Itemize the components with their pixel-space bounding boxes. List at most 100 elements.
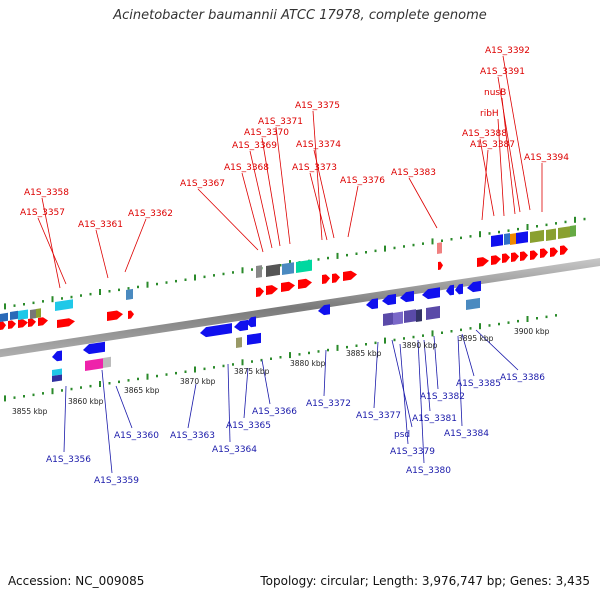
- tick-mark: [393, 338, 396, 342]
- gene-arrow: [491, 255, 501, 265]
- gene-label-bottom: A1S_3386: [500, 373, 545, 383]
- gene-label-top: A1S_3370: [244, 128, 289, 138]
- leader-line: [417, 339, 425, 464]
- tick-mark: [384, 245, 386, 252]
- gene-labels: 3855 kbp 3860 kbp 3865 kbp 3870 kbp 3875 kbp…: [12, 46, 569, 486]
- tick-mark: [336, 252, 339, 259]
- tick-mark: [194, 366, 196, 373]
- tick-mark: [23, 395, 25, 398]
- leader-line: [261, 359, 271, 405]
- tick-mark: [441, 331, 443, 334]
- tick-mark: [422, 334, 424, 337]
- kbp-label: 3900 kbp: [514, 327, 550, 336]
- leader-line: [323, 349, 327, 397]
- gene-box: [516, 231, 528, 244]
- gene-label-top: A1S_3375: [295, 101, 340, 111]
- gene-arrow: [57, 318, 75, 328]
- leader-line: [227, 363, 231, 443]
- tick-mark: [555, 314, 557, 317]
- kbp-label: 3890 kbp: [402, 341, 438, 350]
- tick-mark: [156, 282, 158, 286]
- tick-mark: [431, 330, 434, 337]
- tick-mark: [184, 370, 187, 373]
- gene-arrow: [318, 304, 330, 316]
- tick-mark: [536, 225, 538, 228]
- tick-mark: [403, 337, 405, 340]
- tick-mark: [279, 264, 282, 267]
- leader-line: [347, 185, 359, 238]
- gene-arrow: [298, 278, 312, 289]
- tick-mark: [479, 323, 481, 330]
- tick-mark: [127, 379, 130, 382]
- tick-mark: [460, 328, 462, 332]
- tick-mark: [80, 294, 82, 297]
- gene-box: [426, 305, 440, 320]
- gene-arrow: [18, 319, 28, 328]
- tick-mark: [317, 258, 320, 261]
- tick-mark: [222, 364, 225, 368]
- leader-line: [475, 329, 519, 371]
- gene-arrow: [550, 247, 558, 257]
- gene-label-top: A1S_3358: [24, 188, 69, 198]
- tick-mark: [146, 281, 149, 288]
- gene-box: [55, 299, 73, 311]
- gene-arrow: [382, 293, 396, 306]
- kbp-label: 3855 kbp: [12, 407, 48, 416]
- gene-label-bottom: A1S_3363: [170, 431, 215, 441]
- gene-box: [383, 312, 393, 326]
- tick-mark: [251, 360, 253, 363]
- gene-arrow: [52, 350, 62, 362]
- tick-mark: [23, 303, 25, 306]
- gene-arrow: [438, 261, 443, 270]
- gene-label-top: A1S_3362: [128, 209, 173, 219]
- tick-mark: [308, 351, 310, 355]
- tick-mark: [13, 304, 16, 307]
- leader-line: [481, 149, 489, 221]
- tick-mark: [346, 253, 348, 257]
- gene-arrow: [128, 310, 134, 319]
- tick-mark: [279, 356, 282, 359]
- leader-line: [313, 149, 335, 239]
- gene-box: [282, 262, 294, 275]
- leader-line: [391, 339, 413, 428]
- tick-mark: [488, 232, 491, 235]
- gene-label-bottom: A1S_3366: [252, 407, 297, 417]
- leader-line: [312, 110, 323, 241]
- leader-line: [197, 188, 259, 251]
- tick-mark: [564, 220, 567, 224]
- tick-mark: [241, 359, 244, 366]
- tick-mark: [498, 230, 500, 234]
- gene-box: [52, 368, 62, 376]
- gene-box: [393, 311, 403, 325]
- tick-mark: [365, 251, 367, 254]
- tick-mark: [469, 327, 472, 330]
- map-title: Acinetobacter baumannii ATCC 17978, comp…: [113, 8, 487, 23]
- gene-label-bottom: A1S_3372: [306, 399, 351, 409]
- gene-label-top: A1S_3373: [292, 163, 337, 173]
- leader-line: [41, 197, 61, 289]
- gene-label-top: A1S_3369: [232, 141, 277, 151]
- gene-box: [30, 309, 36, 319]
- gene-label-top: ribH: [480, 109, 499, 119]
- gene-box: [504, 233, 510, 245]
- tick-mark: [412, 243, 415, 247]
- leader-line: [457, 335, 463, 427]
- gene-label-bottom: A1S_3385: [456, 379, 501, 389]
- tick-mark: [488, 324, 491, 327]
- gene-label-bottom: psd: [394, 430, 410, 440]
- leader-line: [433, 335, 439, 390]
- topology-text: Topology: circular; Length: 3,976,747 bp…: [260, 574, 590, 588]
- leader-line: [399, 343, 409, 445]
- tick-mark: [412, 335, 415, 339]
- leader-line: [497, 118, 505, 217]
- tick-mark: [108, 290, 111, 293]
- tick-mark: [99, 289, 101, 295]
- leader-line: [501, 97, 516, 215]
- gene-box: [546, 228, 556, 241]
- tick-mark: [146, 373, 149, 380]
- leader-line: [249, 150, 273, 249]
- gene-features: [0, 225, 576, 382]
- gene-box: [18, 309, 28, 320]
- gene-label-top: nusB: [484, 88, 506, 98]
- tick-mark: [32, 393, 35, 397]
